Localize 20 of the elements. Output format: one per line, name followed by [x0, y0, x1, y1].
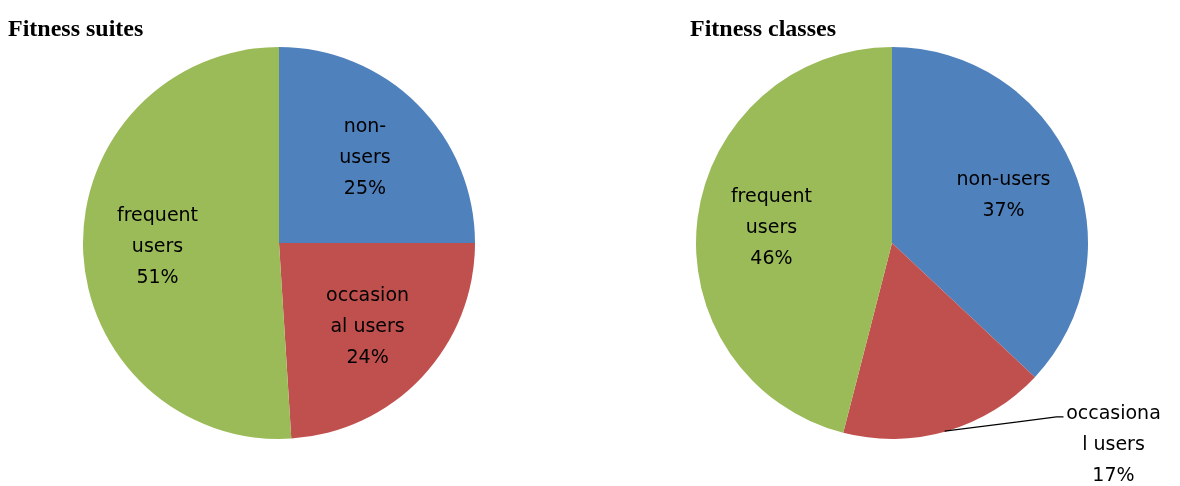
slice-label: occasional users: [1066, 401, 1161, 455]
slice-label: frequent users: [117, 203, 199, 257]
pie-slice: [892, 47, 1088, 378]
data-label: 37%: [982, 197, 1025, 220]
chart-title: Fitness suites: [8, 15, 144, 41]
pie-slice: [279, 47, 475, 243]
data-label: 24%: [346, 344, 389, 367]
pie-slice: [279, 243, 475, 439]
data-label: 25%: [343, 175, 387, 198]
pie-slice: [696, 47, 892, 433]
slice-label: non-users: [339, 113, 391, 167]
data-label: 17%: [1092, 463, 1135, 486]
slice-label: non-users: [956, 166, 1051, 189]
pie-slice: [83, 47, 292, 439]
pie-slice: [843, 243, 1035, 439]
slice-label: occasional users: [326, 282, 410, 336]
slice-label: frequent users: [730, 184, 812, 238]
data-label: 46%: [750, 246, 793, 269]
chart-title: Fitness classes: [690, 15, 836, 41]
data-label: 51%: [136, 265, 179, 288]
